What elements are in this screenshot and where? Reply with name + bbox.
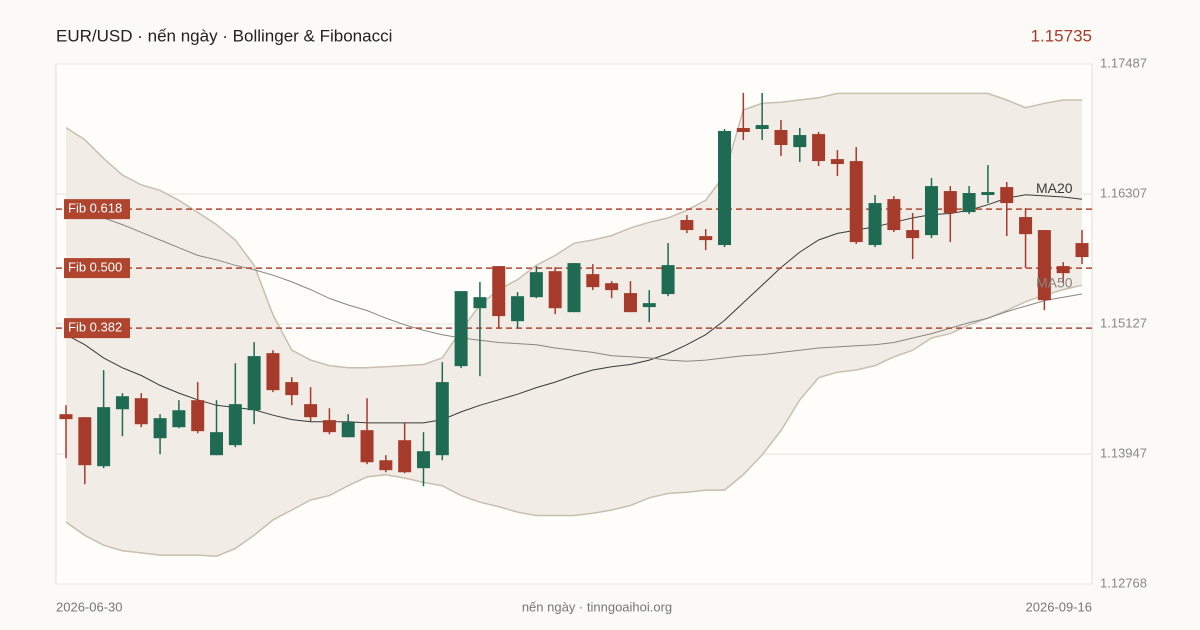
candle-body <box>774 130 788 145</box>
candle-body <box>228 404 242 446</box>
y-tick-label: 1.15127 <box>1100 315 1147 330</box>
candle-body <box>830 159 844 165</box>
ma-label: MA20 <box>1036 180 1073 196</box>
last-price: 1.15735 <box>1031 26 1092 45</box>
candle-body <box>210 432 224 456</box>
candle-body <box>1056 266 1070 274</box>
candle-body <box>868 203 882 246</box>
chart-title: EUR/USD · nến ngày · Bollinger & Fibonac… <box>56 26 392 45</box>
candle-body <box>793 135 807 148</box>
candle-body <box>247 356 261 411</box>
ma-line <box>65 204 1083 362</box>
candle-body <box>755 125 769 130</box>
candle-body <box>736 128 750 132</box>
candle-body <box>322 420 336 433</box>
candle-body <box>943 191 957 214</box>
candle-body <box>661 265 675 295</box>
y-tick-label: 1.17487 <box>1100 55 1147 70</box>
fib-label-box <box>64 318 130 339</box>
candle-body <box>285 382 299 396</box>
ma-label: MA50 <box>1036 275 1073 291</box>
fib-label: Fib 0.618 <box>68 201 122 216</box>
candle-body <box>78 417 92 466</box>
bollinger-upper <box>65 92 1082 369</box>
x-tick-label: 2026-09-16 <box>1026 599 1093 614</box>
y-tick-label: 1.13947 <box>1100 446 1147 461</box>
candle-body <box>623 293 637 313</box>
candle-body <box>59 414 73 420</box>
candle-body <box>134 398 148 425</box>
candle-body <box>379 460 393 471</box>
y-tick-label: 1.16307 <box>1100 185 1147 200</box>
candle-body <box>435 382 449 456</box>
candle-body <box>567 263 581 313</box>
candle-body <box>680 220 694 231</box>
candle-body <box>887 199 901 231</box>
candle-body <box>398 440 412 473</box>
candle-body <box>416 451 430 469</box>
candle-body <box>97 407 111 467</box>
candle-body <box>812 134 826 162</box>
y-tick-label: 1.12768 <box>1100 575 1147 590</box>
candle-body <box>962 193 976 213</box>
fib-label: Fib 0.500 <box>68 260 122 275</box>
candle-body <box>153 418 167 439</box>
candle-body <box>360 430 374 463</box>
candle-body <box>849 161 863 243</box>
candle-body <box>511 296 525 322</box>
candle-body <box>1000 187 1014 204</box>
candle-body <box>981 192 995 196</box>
candle-body <box>586 274 600 288</box>
candle-body <box>341 422 355 438</box>
x-tick-label: 2026-06-30 <box>56 599 123 614</box>
candle-body <box>304 404 318 418</box>
candle-body <box>699 236 713 241</box>
candle-body <box>1075 243 1089 258</box>
candle-body <box>191 400 205 432</box>
candle-body <box>718 130 732 246</box>
candle-body <box>266 353 280 391</box>
candle-body <box>172 410 186 428</box>
fib-label-box <box>64 199 130 220</box>
candle-body <box>473 297 487 309</box>
footer: nến ngày · tinngoaihoi.org <box>522 599 672 614</box>
candle-body <box>454 291 468 367</box>
candle-body <box>529 272 543 298</box>
candle-body <box>906 230 920 239</box>
fib-label: Fib 0.382 <box>68 320 122 335</box>
candle-body <box>605 283 619 291</box>
candle-body <box>1019 217 1033 235</box>
candle-body <box>492 266 506 317</box>
candle-body <box>642 303 656 308</box>
candle-body <box>924 186 938 236</box>
bollinger-lower <box>65 284 1083 557</box>
fib-label-box <box>64 258 130 279</box>
candle-body <box>115 396 129 410</box>
candle-body <box>548 271 562 309</box>
candle-body <box>1037 230 1051 301</box>
